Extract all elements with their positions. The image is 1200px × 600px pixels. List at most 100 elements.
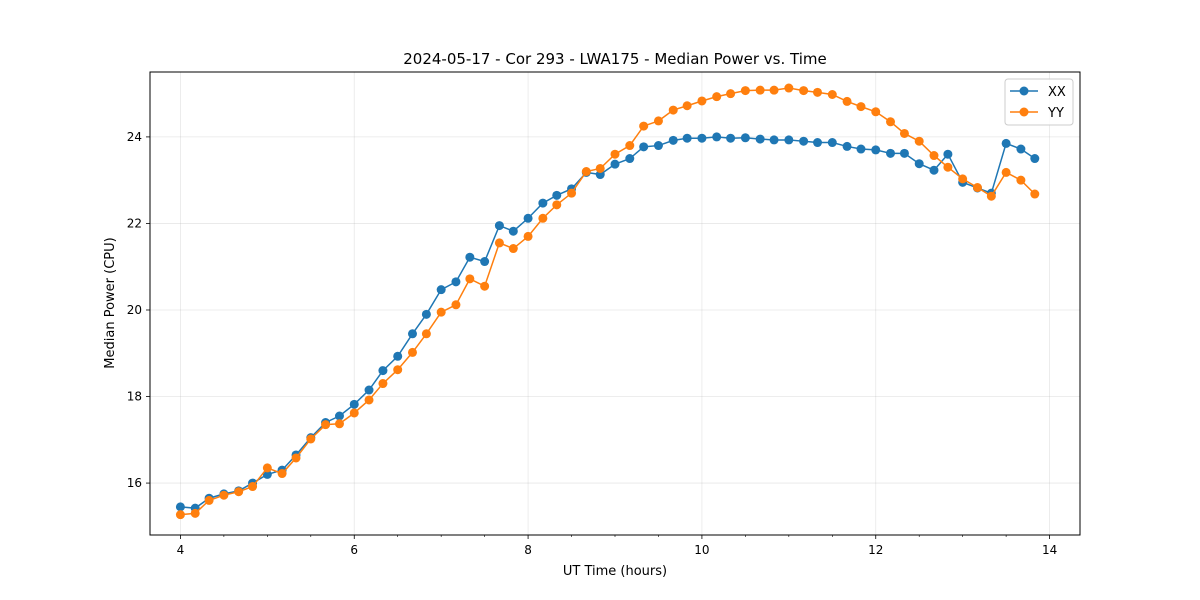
point-xx-0	[175, 502, 185, 512]
point-yy-7	[277, 469, 287, 479]
point-xx-19	[451, 277, 461, 287]
x-tick-label-2: 8	[524, 543, 532, 557]
point-yy-45	[827, 90, 837, 100]
point-yy-42	[784, 83, 794, 93]
point-xx-40	[755, 134, 765, 144]
point-xx-11	[334, 411, 344, 421]
point-yy-15	[393, 365, 403, 375]
grid	[150, 72, 1080, 535]
x-tick-label-3: 10	[694, 543, 709, 557]
point-xx-31	[625, 154, 635, 164]
point-yy-20	[465, 274, 475, 284]
y-tick-label-2: 20	[127, 303, 142, 317]
point-xx-16	[407, 329, 417, 339]
point-yy-27	[567, 188, 577, 198]
point-xx-47	[856, 144, 866, 154]
x-tick-label-5: 14	[1042, 543, 1057, 557]
point-yy-39	[740, 86, 750, 96]
point-xx-12	[349, 399, 359, 409]
y-tick-label-3: 22	[127, 216, 142, 230]
point-xx-22	[494, 221, 504, 231]
chart-title: 2024-05-17 - Cor 293 - LWA175 - Median P…	[403, 50, 827, 68]
point-xx-52	[929, 165, 939, 175]
point-yy-34	[668, 105, 678, 115]
point-yy-54	[958, 174, 968, 184]
point-xx-32	[639, 142, 649, 152]
point-yy-38	[726, 89, 736, 99]
point-yy-2	[204, 495, 214, 505]
point-xx-57	[1001, 138, 1011, 148]
legend: XX YY	[1004, 78, 1074, 126]
point-xx-21	[480, 257, 490, 267]
y-axis: 16 18 20 22 24	[127, 130, 150, 490]
point-xx-6	[262, 469, 272, 479]
point-xx-36	[697, 133, 707, 143]
point-yy-41	[769, 85, 779, 95]
point-yy-14	[378, 379, 388, 389]
point-yy-51	[914, 136, 924, 146]
point-xx-33	[653, 141, 663, 151]
point-xx-14	[378, 366, 388, 376]
point-xx-15	[393, 351, 403, 361]
point-yy-57	[1001, 167, 1011, 177]
point-yy-33	[653, 116, 663, 126]
series-layer	[175, 83, 1040, 520]
point-yy-4	[234, 487, 244, 497]
point-xx-53	[943, 149, 953, 159]
point-yy-37	[712, 92, 722, 102]
point-yy-52	[929, 151, 939, 161]
point-yy-53	[943, 162, 953, 172]
point-yy-43	[799, 86, 809, 96]
y-axis-label: Median Power (CPU)	[103, 237, 118, 368]
point-yy-13	[364, 395, 374, 405]
point-yy-30	[610, 149, 620, 159]
point-xx-49	[886, 148, 896, 158]
point-xx-43	[799, 136, 809, 146]
point-xx-20	[465, 252, 475, 262]
point-yy-10	[321, 420, 331, 430]
point-yy-28	[581, 167, 591, 177]
point-yy-25	[538, 213, 548, 223]
point-yy-50	[899, 128, 909, 138]
point-xx-59	[1030, 154, 1040, 164]
y-tick-label-1: 18	[127, 390, 142, 404]
point-yy-16	[407, 347, 417, 357]
point-xx-18	[436, 285, 446, 295]
point-yy-11	[334, 419, 344, 429]
point-yy-46	[842, 96, 852, 106]
point-yy-18	[436, 307, 446, 317]
legend-label-yy: YY	[1047, 106, 1064, 121]
point-yy-1	[190, 508, 200, 518]
point-yy-29	[595, 163, 605, 173]
x-tick-label-0: 4	[177, 543, 185, 557]
point-yy-48	[871, 107, 881, 117]
point-xx-45	[827, 138, 837, 148]
point-yy-36	[697, 96, 707, 106]
point-xx-46	[842, 141, 852, 151]
point-yy-17	[421, 329, 431, 339]
point-xx-51	[914, 159, 924, 169]
point-yy-59	[1030, 189, 1040, 199]
legend-marker-xx	[1019, 86, 1029, 96]
point-yy-3	[219, 490, 229, 500]
series-yy	[175, 83, 1040, 520]
point-yy-9	[306, 434, 316, 444]
legend-label-xx: XX	[1048, 85, 1066, 100]
y-tick-label-4: 24	[127, 130, 142, 144]
point-yy-5	[248, 482, 258, 492]
point-yy-49	[886, 117, 896, 127]
point-xx-44	[813, 138, 823, 148]
point-xx-41	[769, 135, 779, 145]
point-xx-37	[712, 132, 722, 142]
point-yy-23	[508, 244, 518, 254]
point-xx-17	[421, 309, 431, 319]
point-yy-8	[291, 453, 301, 463]
point-xx-26	[552, 190, 562, 200]
point-yy-58	[1016, 175, 1026, 185]
point-yy-40	[755, 85, 765, 95]
point-xx-58	[1016, 144, 1026, 154]
point-xx-24	[523, 213, 533, 223]
point-yy-21	[480, 281, 490, 291]
